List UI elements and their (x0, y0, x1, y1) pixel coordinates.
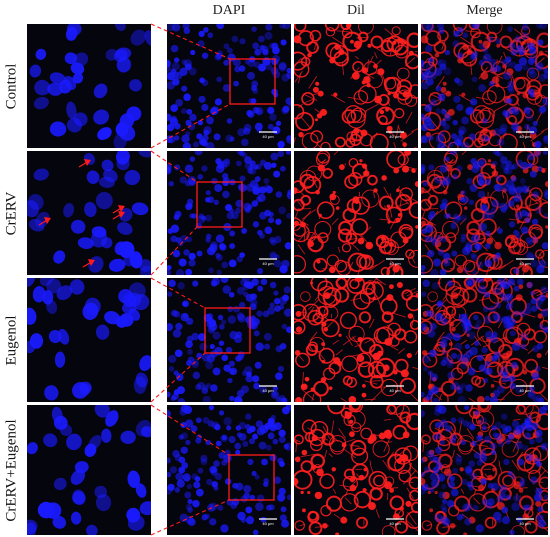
row-label-crerv-eugenol: CrERV+Eugenol (3, 418, 20, 522)
scale-bar-label: 40 μm (262, 521, 274, 526)
row-label-crerv: CrERV (3, 191, 20, 235)
scale-bar-label: 40 μm (519, 261, 531, 266)
micrograph-control-dapi: 40 μm (167, 24, 291, 148)
column-header-dil: Dil (347, 3, 365, 18)
micrograph-control-zoom (27, 24, 151, 148)
micrograph-crerv-zoom (27, 151, 151, 275)
zoom-region-box (204, 307, 251, 354)
micrograph-crerv-eugenol-dil: 40 μm (294, 405, 418, 535)
scale-bar-label: 40 μm (262, 261, 274, 266)
micrograph-control-merge: 40 μm (421, 24, 548, 148)
scale-bar-label: 40 μm (389, 521, 401, 526)
scale-bar-label: 40 μm (389, 388, 401, 393)
scale-bar-label: 40 μm (389, 261, 401, 266)
scale-bar-label: 40 μm (262, 388, 274, 393)
scale-bar-label: 40 μm (519, 134, 531, 139)
red-arrow-icon (112, 205, 125, 214)
scale-bar-label: 40 μm (262, 134, 274, 139)
micrograph-crerv-dapi: 40 μm (167, 151, 291, 275)
micrograph-eugenol-merge: 40 μm (421, 278, 548, 402)
scale-bar-label: 40 μm (519, 388, 531, 393)
micrograph-eugenol-dil: 40 μm (294, 278, 418, 402)
red-arrow-icon (78, 159, 91, 168)
micrograph-crerv-eugenol-merge: 40 μm (421, 405, 548, 535)
micrograph-eugenol-zoom (27, 278, 151, 402)
scale-bar-label: 40 μm (519, 521, 531, 526)
micrograph-control-dil: 40 μm (294, 24, 418, 148)
column-header-dapi: DAPI (212, 3, 246, 18)
red-arrow-icon (82, 259, 95, 268)
micrograph-crerv-merge: 40 μm (421, 151, 548, 275)
row-label-control: Control (3, 63, 20, 109)
micrograph-eugenol-dapi: 40 μm (167, 278, 291, 402)
red-arrow-icon (38, 217, 51, 226)
zoom-region-box (196, 181, 243, 228)
row-label-eugenol: Eugenol (3, 315, 20, 365)
red-arrow-icon (112, 211, 125, 220)
zoom-region-box (228, 454, 275, 501)
scale-bar-label: 40 μm (389, 134, 401, 139)
micrograph-crerv-eugenol-zoom (27, 405, 151, 535)
zoom-region-box (229, 58, 276, 105)
micrograph-crerv-dil: 40 μm (294, 151, 418, 275)
column-header-merge: Merge (466, 3, 503, 18)
micrograph-crerv-eugenol-dapi: 40 μm (167, 405, 291, 535)
